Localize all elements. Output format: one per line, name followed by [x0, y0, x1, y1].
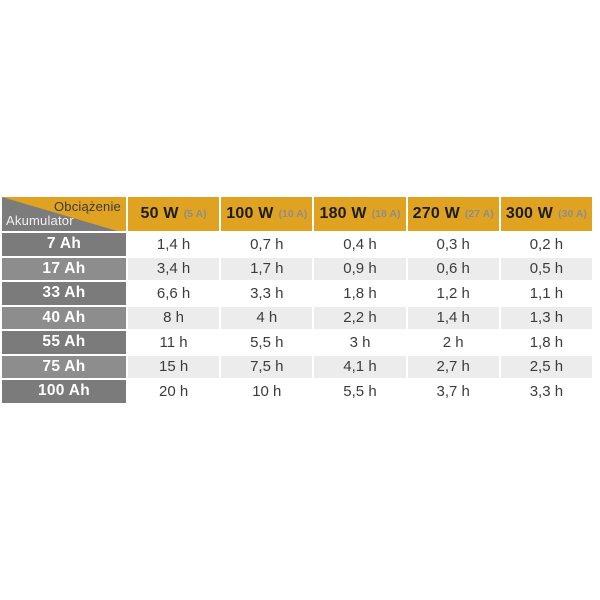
- row-header-40ah: 40 Ah: [2, 306, 126, 329]
- power-label: 50 W: [140, 205, 179, 222]
- data-cell: 0,6 h: [407, 257, 499, 280]
- data-cell: 5,5 h: [221, 331, 313, 354]
- column-header-270w: 270 W (27 A): [407, 197, 499, 231]
- data-cell: 1,2 h: [407, 282, 499, 305]
- data-cell: 5,5 h: [314, 380, 406, 403]
- column-header-300w: 300 W (30 A): [500, 197, 592, 231]
- data-cell: 0,2 h: [500, 233, 592, 256]
- column-header-50w: 50 W (5 A): [128, 197, 220, 231]
- data-cell: 4 h: [221, 306, 313, 329]
- data-cell: 1,4 h: [128, 233, 220, 256]
- row-header-75ah: 75 Ah: [2, 355, 126, 378]
- data-cell: 3 h: [314, 331, 406, 354]
- row-header-33ah: 33 Ah: [2, 282, 126, 305]
- data-cell: 0,3 h: [407, 233, 499, 256]
- data-cell: 2,2 h: [314, 306, 406, 329]
- data-cell: 1,4 h: [407, 306, 499, 329]
- data-cell: 4,1 h: [314, 355, 406, 378]
- data-cell: 8 h: [128, 306, 220, 329]
- power-label: 100 W: [226, 205, 274, 222]
- data-cell: 1,7 h: [221, 257, 313, 280]
- current-label: (5 A): [183, 208, 207, 220]
- data-cell: 1,3 h: [500, 306, 592, 329]
- data-cell: 11 h: [128, 331, 220, 354]
- current-label: (30 A): [558, 208, 587, 220]
- data-cell: 0,9 h: [314, 257, 406, 280]
- current-label: (10 A): [278, 208, 308, 220]
- data-cell: 7,5 h: [221, 355, 313, 378]
- power-label: 180 W: [319, 205, 367, 222]
- row-header-7ah: 7 Ah: [2, 233, 126, 256]
- data-cell: 3,7 h: [407, 380, 499, 403]
- data-cell: 6,6 h: [128, 282, 220, 305]
- column-header-180w: 180 W (18 A): [314, 197, 406, 231]
- current-label: (18 A): [371, 208, 401, 220]
- data-cell: 0,4 h: [314, 233, 406, 256]
- power-label: 270 W: [412, 205, 460, 222]
- load-axis-label: Obciążenie: [53, 199, 121, 214]
- row-header-17ah: 17 Ah: [2, 257, 126, 280]
- data-cell: 0,5 h: [500, 257, 592, 280]
- data-cell: 2,7 h: [407, 355, 499, 378]
- corner-cell: Obciążenie Akumulator: [2, 197, 126, 231]
- data-cell: 10 h: [221, 380, 313, 403]
- data-cell: 1,1 h: [500, 282, 592, 305]
- data-cell: 3,3 h: [500, 380, 592, 403]
- data-cell: 0,7 h: [221, 233, 313, 256]
- battery-axis-label: Akumulator: [6, 213, 74, 228]
- row-header-55ah: 55 Ah: [2, 331, 126, 354]
- battery-runtime-table: Obciążenie Akumulator 50 W (5 A) 100 W (…: [2, 197, 592, 403]
- data-cell: 15 h: [128, 355, 220, 378]
- power-label: 300 W: [505, 205, 554, 222]
- data-cell: 1,8 h: [314, 282, 406, 305]
- data-cell: 2 h: [407, 331, 499, 354]
- column-header-100w: 100 W (10 A): [221, 197, 313, 231]
- data-cell: 1,8 h: [500, 331, 592, 354]
- data-cell: 3,3 h: [221, 282, 313, 305]
- current-label: (27 A): [464, 208, 494, 220]
- data-cell: 20 h: [128, 380, 220, 403]
- data-cell: 2,5 h: [500, 355, 592, 378]
- row-header-100ah: 100 Ah: [2, 380, 126, 403]
- data-cell: 3,4 h: [128, 257, 220, 280]
